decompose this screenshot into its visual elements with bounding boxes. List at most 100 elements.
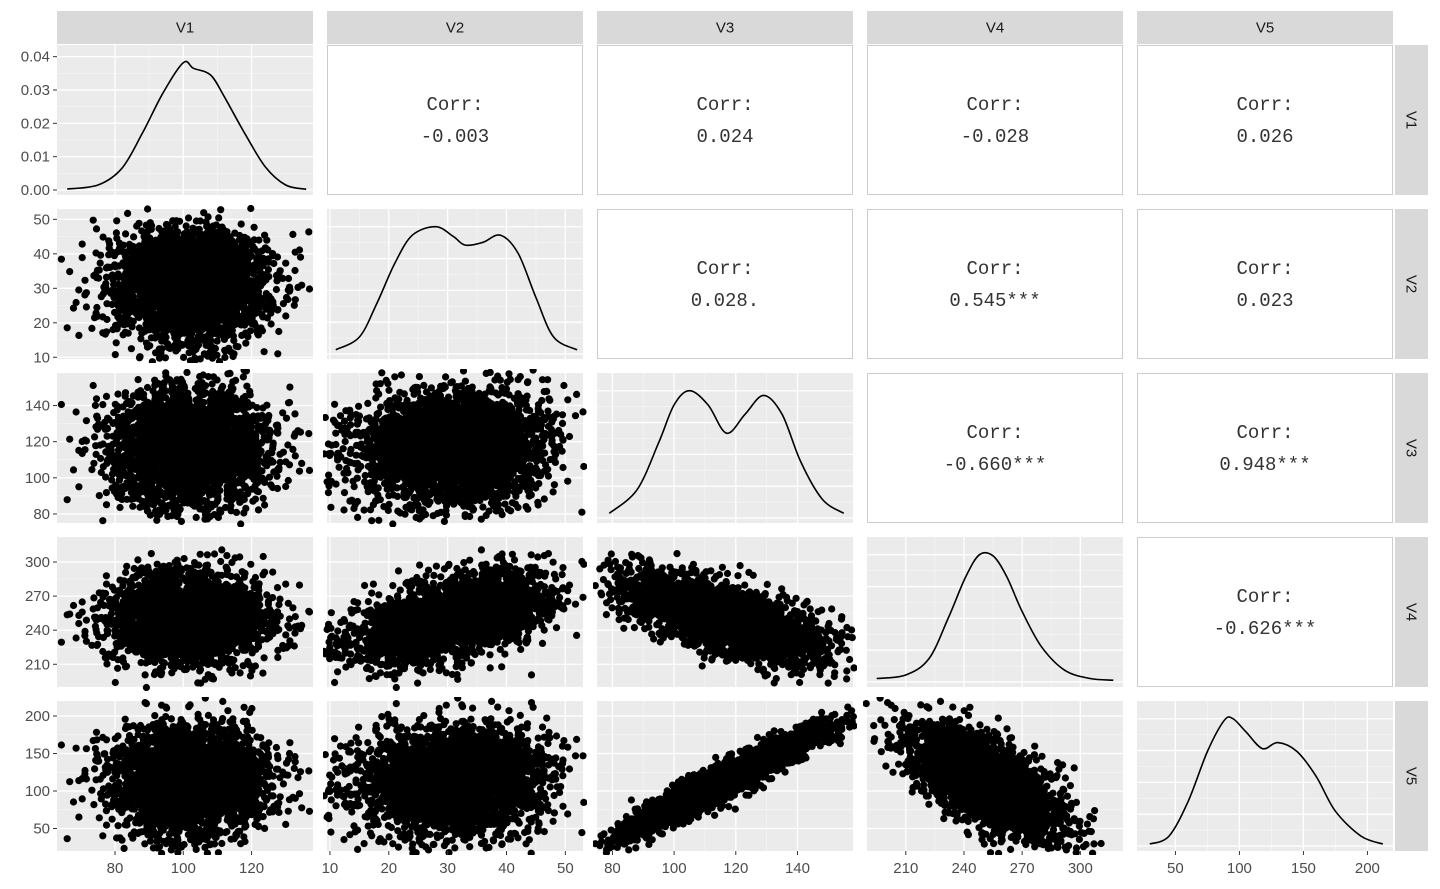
data-point	[189, 263, 197, 271]
data-point	[161, 354, 169, 362]
data-point	[250, 236, 258, 244]
data-point	[128, 323, 136, 331]
data-point	[182, 303, 190, 311]
data-point	[92, 309, 100, 317]
data-point	[259, 494, 267, 502]
data-point	[250, 223, 258, 231]
data-point	[147, 334, 155, 342]
data-point	[112, 229, 120, 237]
data-point	[272, 285, 280, 294]
data-point	[182, 222, 190, 230]
data-point	[122, 269, 130, 277]
data-point	[298, 459, 306, 467]
data-point	[152, 349, 160, 357]
data-point	[267, 320, 275, 328]
data-point	[246, 304, 254, 312]
corr-panel-border	[597, 209, 853, 359]
data-point	[260, 348, 268, 356]
data-point	[260, 271, 268, 279]
data-point	[258, 247, 266, 255]
data-point	[240, 269, 248, 277]
data-point	[127, 345, 135, 353]
data-point	[75, 286, 83, 294]
data-point	[115, 273, 123, 282]
data-point	[142, 304, 150, 312]
corr-panel-border	[327, 45, 583, 195]
data-point	[174, 228, 182, 236]
data-point	[250, 319, 258, 327]
data-point	[274, 429, 282, 437]
data-point	[121, 276, 129, 284]
data-point	[140, 390, 148, 398]
scatter-panel-V2-V1	[57, 205, 314, 363]
data-point	[212, 221, 220, 229]
data-point	[149, 242, 158, 251]
data-point	[284, 441, 292, 449]
data-point	[205, 331, 213, 339]
corr-label: Corr:	[1236, 258, 1293, 280]
corr-label: Corr:	[966, 258, 1023, 280]
data-point	[203, 287, 211, 295]
data-point	[171, 277, 180, 285]
data-point	[82, 417, 90, 425]
data-point	[102, 489, 110, 497]
data-point	[123, 248, 131, 256]
data-point	[238, 247, 247, 255]
data-point	[275, 327, 283, 336]
data-point	[111, 308, 119, 316]
data-point	[99, 233, 107, 241]
data-point	[138, 227, 146, 235]
data-point	[197, 326, 205, 335]
data-point	[202, 301, 211, 309]
data-point	[197, 332, 205, 340]
data-point	[102, 328, 111, 336]
data-point	[231, 272, 239, 280]
data-point	[217, 206, 225, 214]
data-point	[274, 306, 282, 314]
data-point	[290, 301, 298, 309]
data-point	[284, 274, 293, 283]
data-point	[211, 304, 220, 313]
data-point	[273, 276, 282, 284]
data-point	[257, 298, 265, 306]
data-point	[120, 305, 128, 313]
data-point	[251, 262, 259, 270]
strip-background	[327, 11, 583, 44]
data-point	[225, 344, 233, 352]
data-point	[78, 240, 86, 248]
data-point	[175, 293, 183, 301]
data-point	[180, 353, 188, 361]
data-point	[176, 321, 184, 329]
data-point	[196, 230, 204, 238]
data-point	[233, 282, 241, 290]
data-point	[156, 257, 164, 265]
data-point	[255, 292, 263, 300]
corr-value: 0.026	[1236, 126, 1293, 148]
strip-top-V4: V4	[867, 11, 1123, 44]
strip-background	[1395, 537, 1428, 687]
data-point	[191, 354, 199, 362]
corr-value: 0.023	[1236, 290, 1293, 312]
data-point	[102, 273, 111, 281]
data-point	[198, 237, 206, 246]
data-point	[116, 503, 124, 512]
data-point	[168, 324, 176, 332]
data-point	[219, 251, 227, 259]
data-point	[222, 230, 230, 238]
data-point	[91, 401, 99, 409]
data-point	[157, 307, 165, 315]
data-point	[138, 329, 146, 337]
data-point	[192, 344, 201, 352]
corr-panel-V1-V2: Corr:-0.003	[327, 45, 583, 195]
scatter-panel-V3-V1	[57, 369, 314, 527]
data-point	[221, 503, 229, 512]
data-point	[136, 503, 144, 511]
strip-background	[57, 11, 313, 44]
data-point	[214, 316, 222, 324]
strip-right-V5: V5	[1395, 701, 1428, 851]
data-point	[237, 220, 245, 228]
data-point	[153, 325, 161, 333]
data-point	[143, 263, 151, 271]
data-point	[124, 209, 132, 217]
